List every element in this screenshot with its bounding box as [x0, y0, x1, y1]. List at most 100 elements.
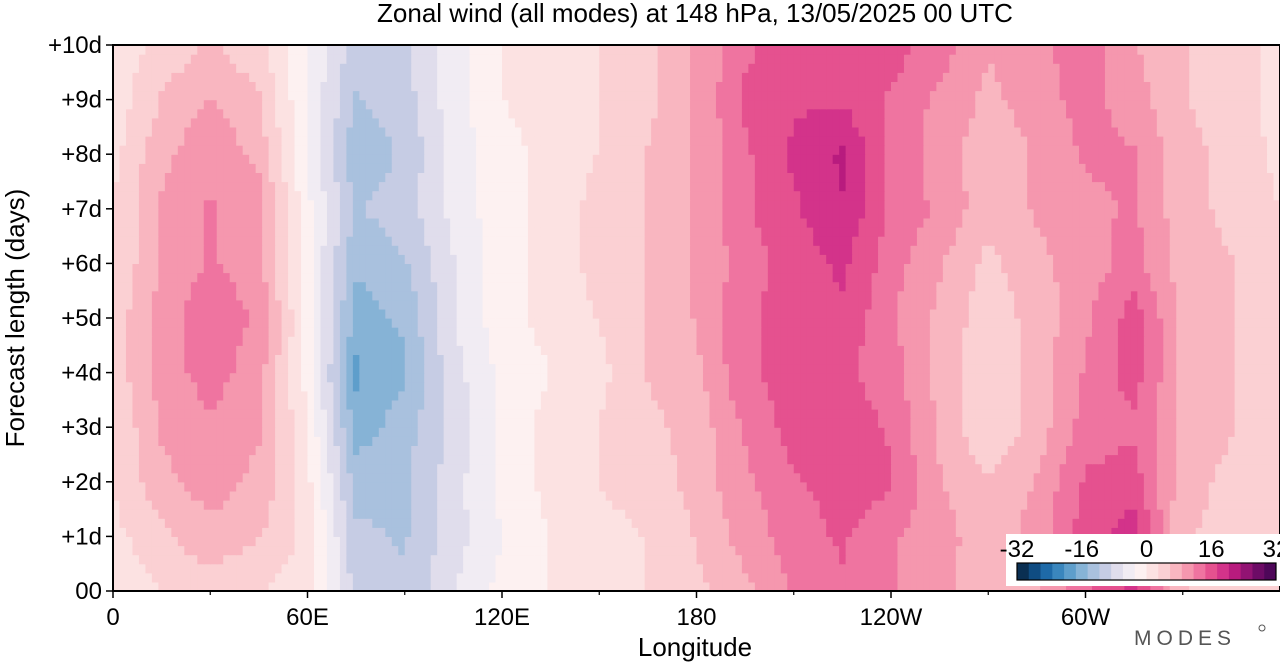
- field-cell: [618, 390, 626, 401]
- field-cell: [845, 409, 853, 419]
- field-cell: [1007, 363, 1015, 374]
- field-cell: [229, 481, 237, 492]
- field-cell: [113, 445, 121, 456]
- field-cell: [560, 509, 568, 519]
- field-cell: [1202, 481, 1210, 492]
- field-cell: [1091, 481, 1100, 492]
- field-cell: [1085, 472, 1093, 483]
- field-cell: [910, 481, 918, 492]
- field-cell: [929, 436, 937, 446]
- field-cell: [1020, 509, 1028, 519]
- field-cell: [651, 436, 659, 446]
- field-cell: [469, 354, 477, 365]
- field-cell: [891, 445, 899, 456]
- field-cell: [346, 381, 354, 392]
- field-cell: [262, 490, 270, 501]
- field-cell: [728, 545, 736, 556]
- field-cell: [1046, 509, 1054, 519]
- field-cell: [1046, 345, 1054, 355]
- field-cell: [748, 509, 756, 519]
- field-cell: [177, 418, 185, 428]
- field-cell: [916, 527, 925, 537]
- field-cell: [547, 381, 555, 392]
- field-cell: [339, 536, 347, 547]
- field-cell: [975, 427, 983, 437]
- field-cell: [942, 500, 950, 510]
- field-cell: [430, 390, 438, 401]
- field-cell: [813, 554, 821, 565]
- field-cell: [832, 518, 840, 528]
- field-cell: [981, 572, 989, 583]
- field-cell: [1215, 427, 1223, 437]
- field-cell: [586, 481, 594, 492]
- field-cell: [391, 336, 399, 346]
- field-cell: [670, 418, 678, 428]
- field-cell: [1228, 500, 1236, 510]
- field-cell: [450, 427, 458, 437]
- field-cell: [216, 581, 224, 591]
- field-cell: [767, 527, 775, 537]
- field-cell: [1027, 509, 1035, 519]
- field-cell: [190, 536, 198, 547]
- field-cell: [826, 581, 834, 591]
- field-cell: [508, 581, 516, 591]
- field-cell: [1163, 381, 1171, 392]
- field-cell: [690, 427, 698, 437]
- field-cell: [897, 463, 905, 474]
- field-cell: [1143, 436, 1151, 446]
- field-cell: [891, 581, 899, 591]
- field-cell: [754, 527, 762, 537]
- field-cell: [145, 572, 153, 583]
- field-cell: [294, 500, 302, 510]
- field-cell: [1189, 463, 1197, 474]
- field-cell: [936, 527, 944, 537]
- field-cell: [929, 354, 937, 365]
- field-cell: [553, 436, 561, 446]
- field-cell: [1163, 500, 1171, 510]
- field-cell: [865, 518, 873, 528]
- field-cell: [301, 399, 309, 410]
- field-cell: [826, 454, 834, 465]
- field-cell: [275, 454, 283, 465]
- field-cell: [845, 472, 853, 483]
- field-cell: [275, 500, 283, 510]
- field-cell: [1254, 581, 1262, 591]
- field-cell: [612, 554, 620, 565]
- field-cell: [1033, 527, 1041, 537]
- field-cell: [813, 527, 821, 537]
- field-cell: [313, 345, 322, 355]
- field-cell: [1247, 454, 1255, 465]
- field-cell: [839, 518, 847, 528]
- field-cell: [1169, 427, 1177, 437]
- field-cell: [741, 399, 749, 410]
- field-cell: [132, 418, 140, 428]
- field-cell: [1117, 345, 1125, 355]
- field-cell: [1040, 399, 1048, 410]
- field-cell: [1001, 536, 1009, 547]
- field-cell: [1169, 381, 1177, 392]
- field-cell: [670, 336, 678, 346]
- field-cell: [378, 472, 386, 483]
- field-cell: [631, 481, 639, 492]
- field-cell: [469, 509, 477, 519]
- field-cell: [365, 454, 373, 465]
- field-cell: [560, 500, 568, 510]
- field-cell: [547, 536, 555, 547]
- field-cell: [962, 490, 970, 501]
- field-cell: [560, 554, 568, 565]
- field-cell: [359, 372, 367, 383]
- field-cell: [197, 527, 205, 537]
- field-cell: [839, 436, 847, 446]
- field-cell: [657, 545, 665, 556]
- field-cell: [508, 354, 516, 365]
- field-cell: [184, 490, 192, 501]
- field-cell: [1046, 445, 1054, 456]
- field-cell: [1104, 518, 1113, 528]
- field-cell: [1260, 509, 1268, 519]
- field-cell: [923, 518, 931, 528]
- field-cell: [754, 490, 762, 501]
- field-cell: [1163, 390, 1171, 401]
- field-cell: [728, 463, 736, 474]
- field-cell: [845, 363, 853, 374]
- field-cell: [1124, 445, 1132, 456]
